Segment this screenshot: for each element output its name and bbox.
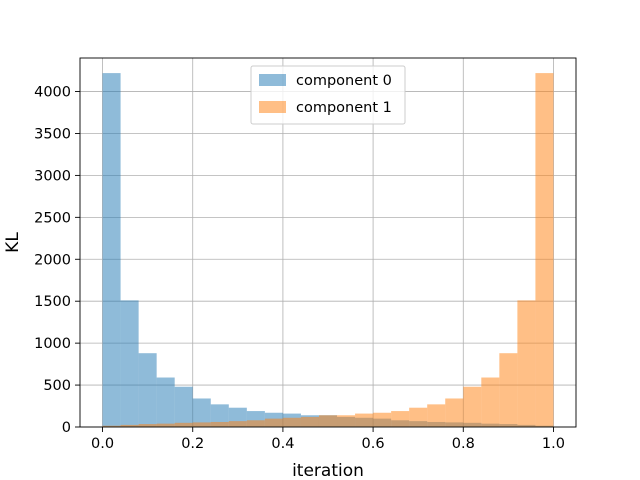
histogram-bar <box>120 424 139 427</box>
axis-ticks: 0.0 0.2 0.4 0.6 0.8 1.0 0 500 1000 1500 2000 2500 30… <box>34 85 565 452</box>
histogram-bar <box>391 411 410 427</box>
y-tick-label: 3500 <box>34 126 71 142</box>
x-tick-label: 0.4 <box>271 436 294 452</box>
histogram-bar <box>463 386 482 427</box>
histogram-bar <box>409 407 428 427</box>
y-tick-label: 2500 <box>34 210 71 226</box>
histogram-bar <box>427 404 446 427</box>
plot-frame <box>79 57 577 428</box>
histogram-bar <box>445 398 464 427</box>
histogram-bar <box>228 421 247 427</box>
histogram-bar <box>355 413 374 427</box>
y-tick-label: 3000 <box>34 168 71 184</box>
y-tick-label: 1500 <box>34 294 71 310</box>
y-tick-label: 0 <box>62 420 71 436</box>
legend-label-1: component 1 <box>296 100 392 116</box>
legend-swatch-1 <box>259 101 286 113</box>
histogram-bars <box>102 73 554 427</box>
x-tick-label: 0.8 <box>452 436 475 452</box>
x-tick-label: 1.0 <box>542 436 565 452</box>
legend-box <box>250 65 406 125</box>
histogram-bar <box>499 353 518 427</box>
histogram-bar <box>300 416 319 427</box>
x-axis-label: iteration <box>292 461 364 480</box>
histogram-bar <box>156 377 175 427</box>
histogram-bar <box>210 404 229 427</box>
histogram-bar <box>246 420 265 427</box>
histogram-bar <box>174 386 193 427</box>
histogram-bar <box>535 73 554 427</box>
histogram-bar <box>264 418 283 427</box>
histogram-bar <box>120 300 139 427</box>
series-1-bars <box>102 73 554 427</box>
histogram-bar <box>318 415 338 427</box>
histogram-bar <box>282 417 301 427</box>
x-tick-label: 0.6 <box>362 436 385 452</box>
y-axis-label: KL <box>3 232 23 253</box>
y-tick-label: 1000 <box>34 336 71 352</box>
histogram-bar <box>156 423 175 427</box>
histogram-bar <box>138 424 157 427</box>
histogram-bar <box>210 421 229 427</box>
histogram-bar <box>517 300 536 427</box>
x-tick-label: 0.2 <box>181 436 204 452</box>
histogram-bar <box>373 412 392 427</box>
y-tick-label: 500 <box>43 378 71 394</box>
x-tick-label: 0.0 <box>91 436 114 452</box>
legend: component 0 component 1 <box>250 65 406 125</box>
y-tick-label: 4000 <box>34 85 71 101</box>
histogram-bar <box>192 422 211 427</box>
histogram-bar <box>102 73 121 427</box>
y-tick-label: 2000 <box>34 252 71 268</box>
histogram-bar <box>174 422 193 427</box>
legend-swatch-0 <box>259 74 286 86</box>
legend-label-0: component 0 <box>296 73 392 89</box>
histogram-bar <box>102 425 121 427</box>
histogram-bar <box>138 353 157 427</box>
histogram-bar <box>481 377 500 427</box>
histogram-bar <box>337 415 356 427</box>
histogram-bar <box>192 398 211 427</box>
